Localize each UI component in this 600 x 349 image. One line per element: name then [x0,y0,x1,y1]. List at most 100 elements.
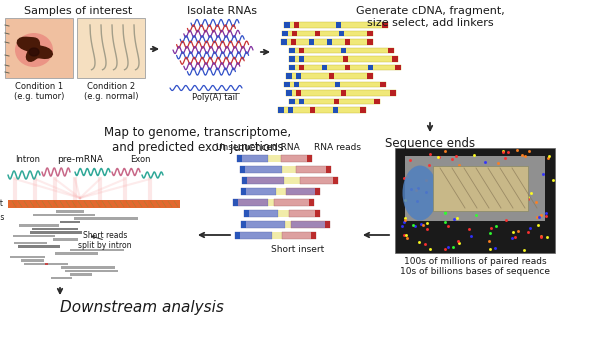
Bar [282,30,288,36]
Bar [309,199,314,206]
Bar [336,22,341,28]
Bar [281,39,373,45]
Bar [299,56,304,61]
Bar [30,231,82,233]
Bar [56,210,84,213]
Bar [286,73,292,79]
Bar [284,22,388,28]
Bar [18,245,60,247]
Bar [286,90,292,96]
Bar [289,56,398,61]
Bar [325,221,330,228]
Bar [343,56,348,61]
Bar [289,47,394,53]
Bar [291,221,330,228]
Text: Transcript: Transcript [0,200,4,208]
Bar [315,30,320,36]
Bar [392,56,398,61]
Bar [388,47,394,53]
Bar [45,262,48,265]
Ellipse shape [15,33,53,67]
Bar [307,155,312,162]
Bar [51,276,72,279]
Bar [281,39,287,45]
Text: Sequence ends: Sequence ends [385,137,475,150]
Bar [367,39,373,45]
Bar [339,30,344,36]
Bar [327,39,332,45]
Bar [292,30,297,36]
Bar [284,177,300,184]
Bar [367,73,373,79]
Bar [311,232,316,239]
Bar [70,273,92,275]
Text: pre-mRNA: pre-mRNA [57,155,103,164]
Bar [390,90,396,96]
Bar [294,82,299,87]
Bar [33,214,95,216]
Bar [315,188,320,195]
Text: Intron: Intron [16,155,41,164]
Bar [286,73,373,79]
Bar [235,232,240,239]
Bar [74,217,138,220]
Bar [289,65,401,70]
Bar [299,65,304,70]
Bar [24,262,68,265]
Bar [380,82,386,87]
Bar [284,82,290,87]
Bar [334,98,339,104]
Bar [237,155,268,162]
Bar [335,82,340,87]
Bar [289,98,380,104]
Bar [395,65,401,70]
Bar [299,98,304,104]
Text: RNA reads: RNA reads [314,143,361,152]
Bar [282,232,316,239]
Bar [244,210,249,217]
Text: Unsequenced RNA: Unsequenced RNA [216,143,300,152]
Bar [5,18,73,78]
Bar [326,166,331,173]
Bar [291,39,296,45]
Bar [289,210,320,217]
Text: Samples of interest: Samples of interest [24,6,132,16]
Bar [282,30,373,36]
Ellipse shape [403,165,437,221]
Bar [14,242,47,244]
Text: Map to genome, transcriptome,
and predicted exon junctions: Map to genome, transcriptome, and predic… [104,126,292,154]
Bar [13,235,55,237]
Polygon shape [29,48,39,56]
Bar [282,166,296,173]
Bar [284,82,386,87]
Bar [53,238,78,240]
Bar [345,65,350,70]
Bar [61,266,115,268]
Text: Downstream analysis: Downstream analysis [60,300,224,315]
Text: Poly(A) tail: Poly(A) tail [193,93,238,102]
Bar [278,210,289,217]
Text: Short insert: Short insert [271,245,325,254]
Bar [294,22,299,28]
Bar [242,177,247,184]
Bar [299,47,304,53]
Text: Condition 1
(e.g. tumor): Condition 1 (e.g. tumor) [14,82,64,102]
Bar [281,155,312,162]
Polygon shape [17,37,52,61]
Bar [276,188,286,195]
Bar [333,177,338,184]
Bar [32,228,78,230]
Bar [289,47,295,53]
Bar [310,107,315,112]
Bar [65,269,118,272]
Bar [70,248,124,251]
Bar [268,199,274,206]
Bar [405,156,545,221]
Bar [367,30,373,36]
Bar [55,252,98,254]
Bar [296,90,301,96]
Text: 100s of millions of paired reads
10s of billions bases of sequence: 100s of millions of paired reads 10s of … [400,257,550,276]
Bar [240,166,282,173]
Text: Isolate RNAs: Isolate RNAs [187,6,257,16]
Text: Condition 2
(e.g. normal): Condition 2 (e.g. normal) [84,82,138,102]
